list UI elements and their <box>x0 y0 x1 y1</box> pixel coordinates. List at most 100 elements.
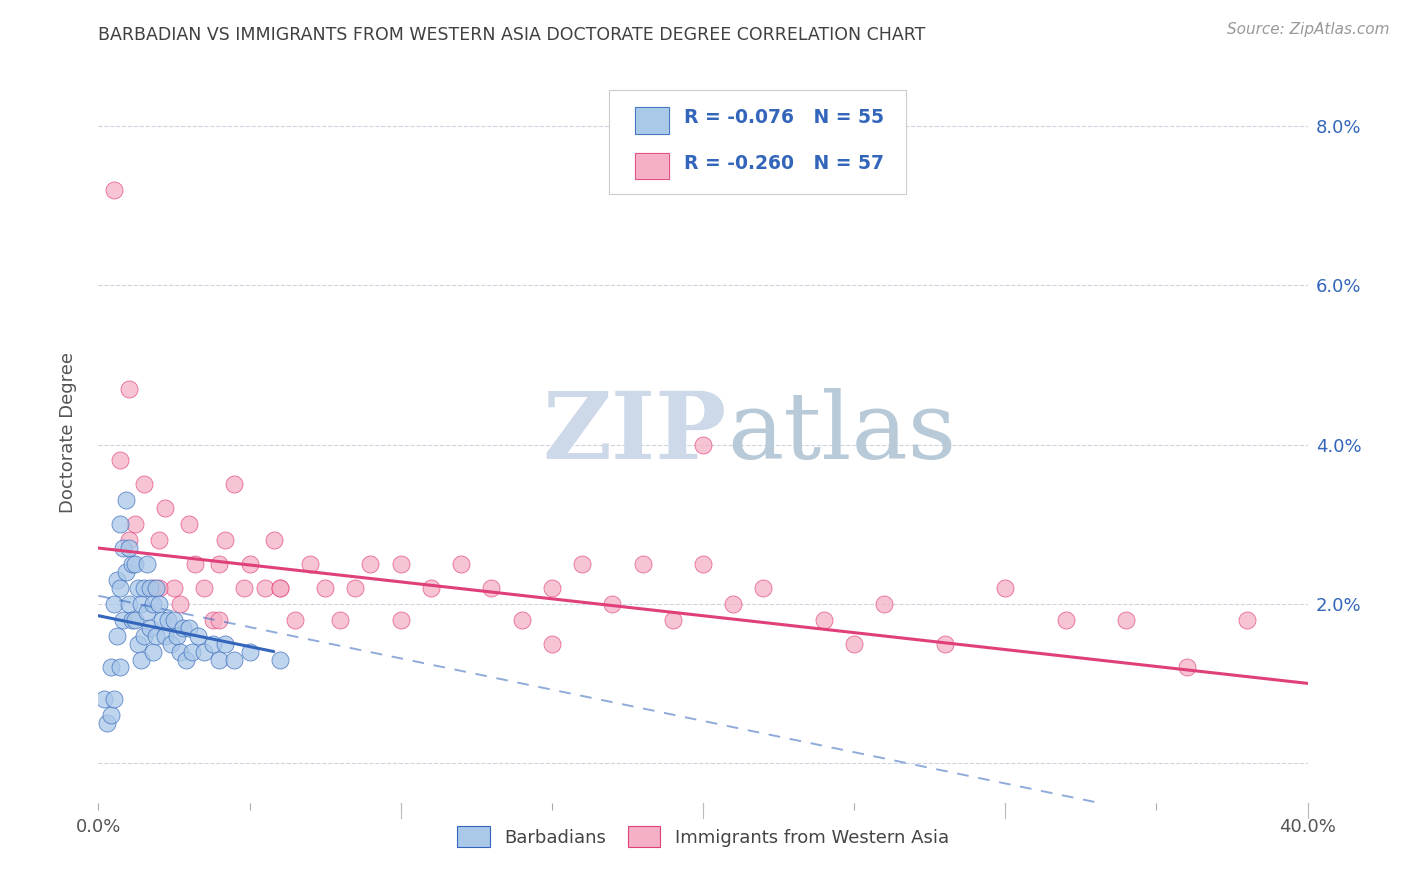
Point <box>121 613 143 627</box>
Point <box>184 557 207 571</box>
Point <box>148 597 170 611</box>
Point <box>142 644 165 658</box>
Text: atlas: atlas <box>727 388 956 477</box>
Point <box>150 613 173 627</box>
Point <box>329 613 352 627</box>
Point <box>100 708 122 723</box>
Text: BARBADIAN VS IMMIGRANTS FROM WESTERN ASIA DOCTORATE DEGREE CORRELATION CHART: BARBADIAN VS IMMIGRANTS FROM WESTERN ASI… <box>98 26 925 45</box>
Point <box>299 557 322 571</box>
Point <box>269 581 291 595</box>
Point <box>284 613 307 627</box>
Point <box>873 597 896 611</box>
Point <box>124 557 146 571</box>
Bar <box>636 153 669 179</box>
Point <box>139 621 162 635</box>
Point <box>269 581 291 595</box>
Bar <box>636 107 669 134</box>
Point <box>602 597 624 611</box>
Point <box>129 652 152 666</box>
Text: R = -0.260   N = 57: R = -0.260 N = 57 <box>683 154 883 173</box>
Point <box>148 533 170 547</box>
Point <box>239 557 262 571</box>
Point <box>844 637 866 651</box>
Point <box>129 597 152 611</box>
Point <box>224 652 246 666</box>
Point <box>96 716 118 731</box>
Point <box>263 533 285 547</box>
Point <box>118 597 141 611</box>
Point <box>723 597 745 611</box>
Point <box>118 541 141 555</box>
Point <box>174 652 197 666</box>
Bar <box>636 107 669 134</box>
Point <box>114 565 136 579</box>
Legend: Barbadians, Immigrants from Western Asia: Barbadians, Immigrants from Western Asia <box>450 819 956 855</box>
Bar <box>636 153 669 179</box>
Point <box>163 613 186 627</box>
Point <box>269 652 291 666</box>
Point <box>108 581 131 595</box>
Point <box>135 557 157 571</box>
Point <box>111 541 134 555</box>
Point <box>103 692 125 706</box>
Point <box>127 637 149 651</box>
Point <box>389 557 412 571</box>
Point <box>540 637 562 651</box>
Point <box>108 517 131 532</box>
Point <box>481 581 503 595</box>
Point <box>253 581 276 595</box>
Point <box>139 581 162 595</box>
Point <box>193 644 215 658</box>
Point <box>661 613 683 627</box>
Point <box>344 581 367 595</box>
Point <box>103 597 125 611</box>
Point <box>232 581 254 595</box>
Text: Source: ZipAtlas.com: Source: ZipAtlas.com <box>1226 22 1389 37</box>
Point <box>114 493 136 508</box>
Text: ZIP: ZIP <box>543 388 727 477</box>
Point <box>934 637 956 651</box>
Point <box>1175 660 1198 674</box>
Point <box>93 692 115 706</box>
Point <box>450 557 472 571</box>
Point <box>127 581 149 595</box>
Point <box>692 557 714 571</box>
Point <box>166 629 188 643</box>
Point <box>181 644 204 658</box>
Point <box>132 581 155 595</box>
Point <box>1236 613 1258 627</box>
Point <box>121 557 143 571</box>
Point <box>214 637 236 651</box>
Point <box>692 437 714 451</box>
Point <box>994 581 1017 595</box>
Point <box>163 581 186 595</box>
Point <box>132 629 155 643</box>
Point <box>124 517 146 532</box>
Point <box>214 533 236 547</box>
Point <box>172 621 194 635</box>
Point <box>169 597 191 611</box>
Point <box>135 605 157 619</box>
Point <box>540 581 562 595</box>
FancyBboxPatch shape <box>609 90 905 194</box>
Point <box>813 613 835 627</box>
Point <box>160 637 183 651</box>
Text: R = -0.076   N = 55: R = -0.076 N = 55 <box>683 109 883 128</box>
Point <box>145 581 167 595</box>
Point <box>179 517 201 532</box>
Point <box>193 581 215 595</box>
Point <box>153 501 176 516</box>
Point <box>208 652 231 666</box>
Point <box>156 613 179 627</box>
Point <box>389 613 412 627</box>
Point <box>224 477 246 491</box>
Point <box>118 533 141 547</box>
Point <box>179 621 201 635</box>
Point <box>124 613 146 627</box>
Point <box>631 557 654 571</box>
Point <box>360 557 382 571</box>
Point <box>314 581 336 595</box>
Point <box>208 613 231 627</box>
Point <box>100 660 122 674</box>
Y-axis label: Doctorate Degree: Doctorate Degree <box>59 352 77 513</box>
